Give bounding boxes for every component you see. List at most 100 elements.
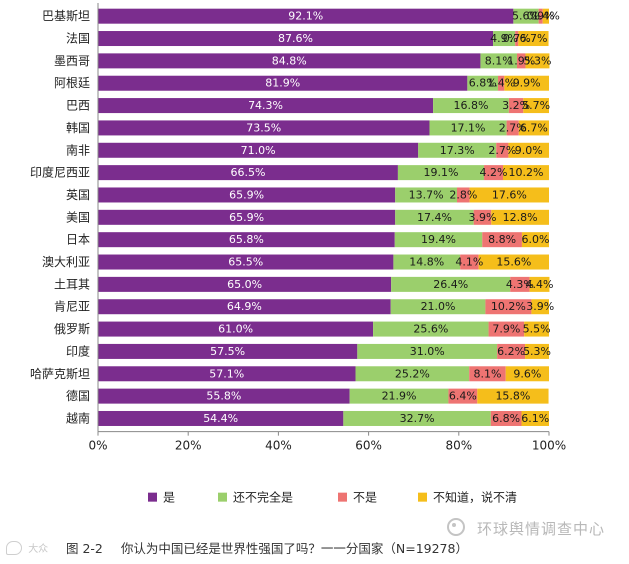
data-label: 65.9% (229, 211, 264, 224)
data-label: 2.7% (499, 121, 527, 134)
bar-segment-2 (493, 31, 516, 47)
bar-segment-2 (433, 98, 509, 114)
legend-label: 还不完全是 (233, 490, 293, 505)
bar-segment-4 (508, 142, 549, 158)
bar-segment-1 (98, 410, 344, 426)
category-label: 俄罗斯 (54, 322, 90, 336)
data-label: 55.8% (206, 390, 241, 403)
bar-segment-4 (504, 75, 549, 91)
bar-segment-4 (525, 343, 549, 359)
bar-segment-4 (491, 209, 549, 225)
category-label: 肯尼亚 (54, 300, 90, 314)
bar-segment-2 (394, 232, 483, 248)
bar-segment-4 (518, 120, 549, 136)
figure-number: 图 2-2 (66, 541, 103, 556)
data-label: 0.9% (527, 10, 555, 23)
bar-segment-1 (98, 8, 514, 24)
bar-segment-4 (505, 366, 549, 382)
bar-segment-3 (448, 388, 478, 404)
bar-segment-4 (523, 98, 549, 114)
bar-segment-4 (529, 276, 550, 292)
bar-segment-1 (98, 366, 356, 382)
watermark-text: 环球舆情调查中心 (476, 520, 605, 538)
bar-segment-1 (98, 232, 395, 248)
category-label: 墨西哥 (54, 54, 90, 68)
data-label: 19.1% (424, 166, 459, 179)
data-label: 61.0% (218, 323, 253, 336)
data-label: 5.5% (523, 323, 551, 336)
data-label: 6.1% (521, 412, 549, 425)
data-label: 5.3% (523, 345, 551, 358)
bar-segment-3 (469, 366, 506, 382)
bar-segment-1 (98, 31, 494, 47)
data-label: 2.7% (488, 144, 516, 157)
bar-segment-2 (343, 410, 491, 426)
figure-caption: 图 2-2 你认为中国已经是世界性强国了吗？一一分国家（N=19278） (66, 538, 468, 557)
data-label: 9.0% (515, 144, 543, 157)
data-label: 81.9% (265, 77, 300, 90)
x-tick-label: 60% (355, 439, 382, 453)
category-label: 印度尼西亚 (30, 165, 90, 180)
data-label: 6.8% (469, 77, 497, 90)
data-label: 1.4% (487, 77, 515, 90)
data-label: 65.0% (227, 278, 262, 291)
data-label: 9.6% (513, 367, 541, 380)
data-label: 57.1% (209, 367, 244, 380)
data-label: 4.9% (490, 32, 518, 45)
data-label: 8.8% (488, 233, 516, 246)
x-tick-label: 0% (88, 439, 107, 453)
data-label: 71.0% (241, 144, 276, 157)
data-label: 16.8% (454, 99, 489, 112)
data-label: 5.7% (522, 99, 550, 112)
bar-segment-1 (98, 209, 396, 225)
data-label: 6.4% (449, 390, 477, 403)
legend-swatch (338, 492, 347, 502)
data-label: 19.4% (421, 233, 456, 246)
bar-segment-4 (521, 410, 549, 426)
category-label: 巴西 (66, 99, 90, 113)
data-label: 4.4% (526, 278, 554, 291)
data-label: 5.6% (512, 10, 540, 23)
data-label: 87.6% (278, 32, 313, 45)
data-label: 5.3% (524, 54, 552, 67)
category-label: 法国 (66, 32, 90, 46)
bar-segment-4 (542, 8, 549, 24)
bar-segment-1 (98, 165, 398, 181)
category-label: 巴基斯坦 (42, 9, 90, 23)
data-label: 17.1% (451, 121, 486, 134)
data-label: 6.7% (519, 32, 547, 45)
bar-segment-3 (456, 187, 470, 203)
bar-segment-1 (98, 53, 481, 69)
category-label: 日本 (66, 233, 90, 247)
bar-segment-4 (525, 53, 550, 69)
data-label: 4.2% (480, 166, 508, 179)
bar-segment-4 (469, 187, 549, 203)
bar-segment-3 (497, 343, 526, 359)
data-label: 92.1% (288, 10, 323, 23)
bar-segment-3 (538, 8, 543, 24)
bar-segment-4 (478, 254, 549, 270)
data-label: 26.4% (433, 278, 468, 291)
bar-segment-2 (357, 343, 498, 359)
data-label: 3.2% (502, 99, 530, 112)
bar-segment-3 (510, 276, 530, 292)
x-tick-label: 20% (175, 439, 202, 453)
source-stamp: 大众 (6, 540, 48, 555)
data-label: 21.9% (382, 390, 417, 403)
category-label: 土耳其 (54, 277, 90, 291)
data-label: 3.9% (526, 300, 554, 313)
data-label: 0.7% (503, 32, 531, 45)
bar-segment-2 (373, 321, 489, 337)
category-label: 哈萨克斯坦 (30, 367, 90, 381)
bar-segment-1 (98, 75, 468, 91)
data-label: 65.9% (229, 188, 264, 201)
legend-swatch (218, 492, 227, 502)
data-label: 6.2% (497, 345, 525, 358)
bar-segment-1 (98, 187, 396, 203)
bar-segment-2 (395, 187, 457, 203)
bar-segment-3 (515, 31, 519, 47)
data-label: 3.9% (469, 211, 497, 224)
legend-label: 是 (163, 491, 175, 505)
legend-swatch (148, 492, 157, 502)
bar-segment-4 (518, 31, 549, 47)
